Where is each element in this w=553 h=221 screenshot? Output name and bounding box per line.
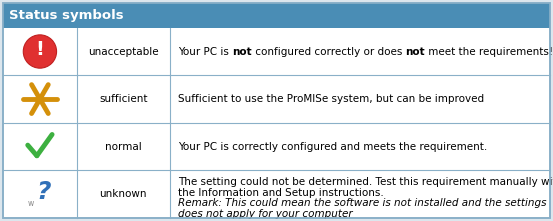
Text: Your PC is: Your PC is (178, 46, 232, 57)
Text: Status symbols: Status symbols (9, 9, 124, 22)
Text: the Information and Setup instructions.: the Information and Setup instructions. (178, 188, 384, 198)
Text: meet the requirements!: meet the requirements! (425, 46, 553, 57)
Text: ?: ? (37, 180, 51, 204)
Text: normal: normal (105, 142, 142, 152)
Text: configured correctly or does: configured correctly or does (252, 46, 405, 57)
Text: not: not (232, 46, 252, 57)
Text: Your PC is correctly configured and meets the requirement.: Your PC is correctly configured and meet… (178, 142, 487, 152)
Text: The setting could not be determined. Test this requirement manually with: The setting could not be determined. Tes… (178, 177, 553, 187)
Text: Sufficient to use the ProMISe system, but can be improved: Sufficient to use the ProMISe system, bu… (178, 94, 484, 104)
Text: Remark: This could mean the software is not installed and the settings: Remark: This could mean the software is … (178, 198, 546, 208)
Text: does not apply for your computer: does not apply for your computer (178, 209, 352, 219)
Text: w: w (28, 199, 34, 208)
Text: unknown: unknown (100, 189, 147, 199)
Text: sufficient: sufficient (99, 94, 148, 104)
Text: unacceptable: unacceptable (88, 46, 159, 57)
Text: not: not (405, 46, 425, 57)
Circle shape (23, 35, 56, 68)
Bar (3, 3, 550, 28)
Text: !: ! (35, 40, 44, 59)
